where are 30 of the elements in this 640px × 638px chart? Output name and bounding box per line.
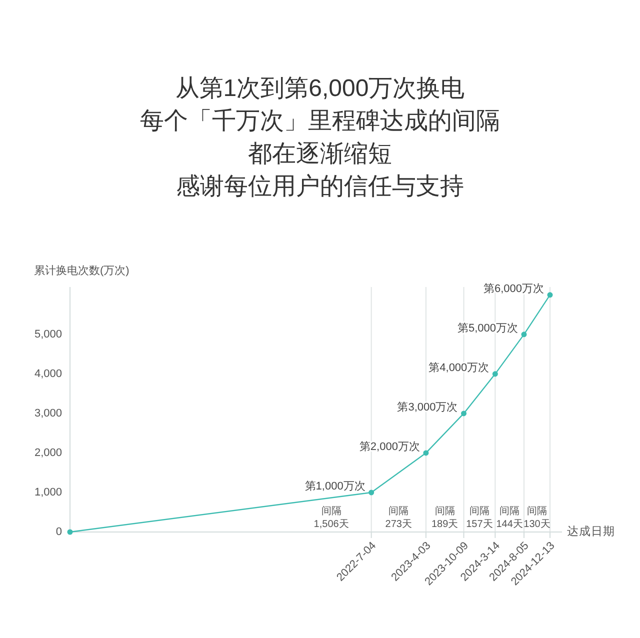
y-tick-label: 1,000 [34,486,62,498]
annotation: 间隔 189天 [432,505,458,530]
y-tick-label: 4,000 [34,368,62,380]
y-tick-label: 2,000 [34,446,62,459]
point [368,490,374,496]
point [423,450,429,456]
annotation: 间隔 273天 [385,505,412,530]
y-tick-label: 3,000 [34,407,62,420]
annotation: 间隔 1,506天 [314,505,349,530]
annotation: 间隔 144天 [496,505,523,530]
chart-subtitle: 每个「千万次」里程碑达成的间隔都在逐渐缩短 [140,108,500,168]
annotation: 间隔 157天 [466,505,493,530]
point [67,529,73,535]
data-label: 第5,000万次 [457,322,518,334]
y-tick-label: 5,000 [34,328,62,340]
point [547,292,553,298]
point [460,410,467,416]
point [521,332,527,338]
data-label: 第3,000万次 [397,401,458,414]
data-label: 第6,000万次 [483,282,544,295]
data-label: 第4,000万次 [428,362,490,374]
point [492,371,498,377]
annotation: 间隔 130天 [524,505,550,530]
data-label: 第2,000万次 [359,440,420,453]
y-axis-title: 累计换电次数(万次) [34,264,130,277]
y-tick-label: 0 [56,526,62,538]
text: 感谢每位用户的信任与支持 [176,173,464,200]
data-label: 第1,000万次 [304,480,366,492]
chart-title: 从第1次到第6,000万次换电 [175,75,465,102]
x-axis-title: 达成日期 [567,525,615,538]
